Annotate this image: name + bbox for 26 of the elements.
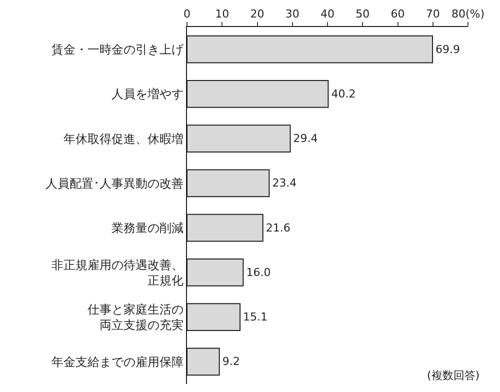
y-tick-label: 非正規雇用の待遇改善、正規化 bbox=[52, 258, 184, 288]
x-tick-label: 10 bbox=[215, 8, 230, 21]
x-tick-label: 70 bbox=[426, 8, 440, 21]
data-label: 40.2 bbox=[331, 87, 356, 100]
x-tick-label: 80(%) bbox=[451, 8, 485, 21]
data-label: 29.4 bbox=[293, 132, 318, 146]
data-label: 69.9 bbox=[436, 42, 460, 56]
x-tick-label: 60 bbox=[390, 8, 405, 21]
y-tick-label: 年休取得促進、休暇増 bbox=[64, 132, 184, 146]
y-tick-label: 人員を増やす bbox=[112, 87, 184, 102]
data-label: 16.0 bbox=[246, 266, 271, 279]
data-label: 9.2 bbox=[222, 355, 240, 368]
x-tick-label: 20 bbox=[250, 8, 264, 21]
x-tick-label: 50 bbox=[356, 8, 370, 21]
y-tick-label: 年金支給までの雇用保障 bbox=[52, 354, 184, 369]
y-tick-label: 賃金・一時金の引き上げ bbox=[52, 42, 185, 57]
x-tick-label: 0 bbox=[184, 8, 190, 21]
y-tick-label: 仕事と家庭生活の両立支援の充実 bbox=[86, 302, 184, 332]
x-tick-label: 40 bbox=[320, 8, 334, 21]
data-label: 23.4 bbox=[272, 176, 297, 190]
y-tick-label: 業務量の削減 bbox=[112, 221, 184, 236]
data-label: 15.1 bbox=[243, 310, 268, 324]
annotation: (複数回答) bbox=[427, 369, 480, 382]
y-tick-label: 人員配置･人事異動の改善 bbox=[46, 176, 184, 190]
data-label: 21.6 bbox=[266, 221, 290, 234]
x-tick-label: 30 bbox=[285, 8, 300, 21]
